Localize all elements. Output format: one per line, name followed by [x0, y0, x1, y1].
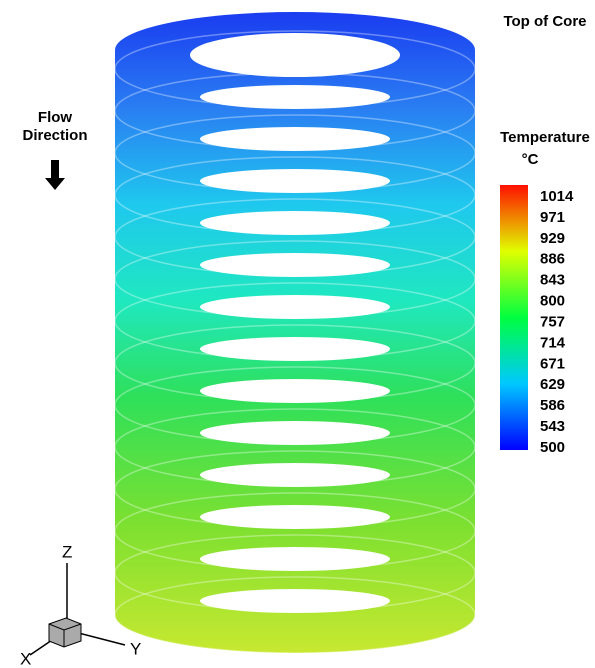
- layer-hole: [190, 33, 400, 77]
- layer-hole: [200, 589, 390, 613]
- flow-label: Direction: [22, 127, 87, 144]
- colorbar: [500, 185, 528, 450]
- layer-hole: [200, 295, 390, 319]
- layer-hole: [200, 253, 390, 277]
- flow-arrow: [45, 160, 65, 190]
- top-label: Top of Core: [503, 13, 586, 30]
- colorbar-tick-label: 971: [540, 209, 565, 226]
- layer-hole: [200, 379, 390, 403]
- colorbar-tick-label: 629: [540, 376, 565, 393]
- z-label: Z: [62, 542, 72, 561]
- layer-hole: [200, 85, 390, 109]
- layer-hole: [200, 169, 390, 193]
- colorbar-tick-label: 714: [540, 334, 566, 351]
- triad-cube: [49, 618, 81, 647]
- axis-triad: [30, 563, 125, 655]
- colorbar-tick-label: 671: [540, 355, 565, 372]
- layer-hole: [200, 211, 390, 235]
- x-label: X: [20, 649, 31, 668]
- layer-hole: [200, 337, 390, 361]
- layer-hole: [200, 547, 390, 571]
- colorbar-title: Temperature: [500, 129, 590, 146]
- flow-label: Flow: [38, 109, 72, 126]
- colorbar-tick-label: 500: [540, 439, 565, 456]
- colorbar-unit: °C: [522, 151, 539, 168]
- y-label: Y: [130, 639, 141, 658]
- core-cylinder: [115, 12, 475, 653]
- colorbar-tick-label: 886: [540, 251, 565, 268]
- layer-hole: [200, 505, 390, 529]
- colorbar-tick-label: 929: [540, 230, 565, 247]
- layer-hole: [200, 127, 390, 151]
- layer-hole: [200, 421, 390, 445]
- colorbar-tick-label: 586: [540, 397, 565, 414]
- colorbar-tick-label: 543: [540, 418, 565, 435]
- colorbar-tick-label: 1014: [540, 188, 574, 205]
- colorbar-tick-label: 757: [540, 313, 565, 330]
- layer-hole: [200, 463, 390, 487]
- colorbar-tick-label: 800: [540, 293, 565, 310]
- figure: Top of Core Flow Direction Temperature °…: [0, 0, 595, 668]
- colorbar-tick-label: 843: [540, 272, 565, 289]
